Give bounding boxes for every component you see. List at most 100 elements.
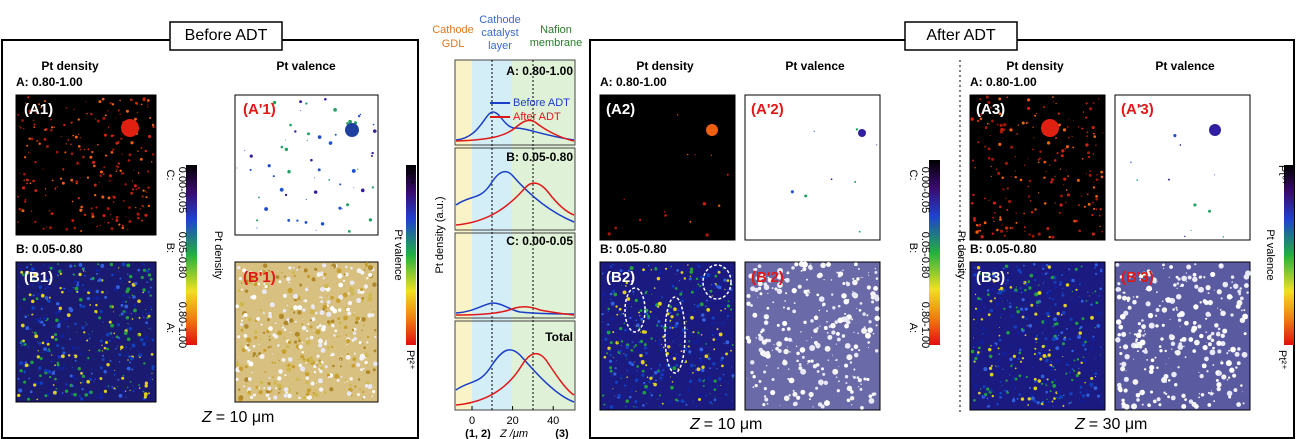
speck xyxy=(1184,398,1187,401)
speck xyxy=(642,404,645,407)
speck xyxy=(696,278,698,280)
speck xyxy=(720,323,721,324)
speck xyxy=(1043,106,1045,108)
speck xyxy=(49,297,51,299)
speck xyxy=(790,378,793,381)
speck xyxy=(17,221,18,222)
speck xyxy=(1009,358,1012,361)
z-label: Z= 10 μm xyxy=(201,409,274,426)
speck xyxy=(327,295,329,297)
speck xyxy=(1214,290,1215,291)
speck xyxy=(1166,382,1167,383)
speck xyxy=(1144,330,1145,331)
speck xyxy=(1133,359,1134,360)
speck xyxy=(357,169,358,170)
speck xyxy=(130,192,133,195)
speck xyxy=(347,391,352,396)
speck xyxy=(816,327,818,329)
speck xyxy=(101,345,102,346)
speck xyxy=(612,264,614,266)
speck xyxy=(88,333,90,335)
speck xyxy=(27,398,30,401)
speck xyxy=(1089,174,1092,177)
speck xyxy=(307,395,312,400)
speck xyxy=(1129,332,1130,333)
speck xyxy=(1078,204,1080,206)
speck xyxy=(125,290,129,294)
speck xyxy=(1085,389,1088,392)
speck xyxy=(1060,169,1061,170)
speck xyxy=(121,134,122,135)
speck xyxy=(824,381,828,385)
speck xyxy=(250,169,252,171)
speck xyxy=(83,270,84,271)
speck xyxy=(110,214,111,215)
speck xyxy=(1199,374,1203,378)
speck xyxy=(670,320,672,322)
speck xyxy=(1099,226,1100,227)
speck xyxy=(84,267,86,269)
speck xyxy=(625,406,626,407)
speck xyxy=(1030,200,1032,202)
speck xyxy=(972,194,974,196)
speck xyxy=(1025,308,1028,311)
speck xyxy=(1000,313,1002,315)
speck xyxy=(619,350,622,353)
speck xyxy=(253,309,254,310)
speck xyxy=(1229,368,1234,373)
colorbar-label: A: xyxy=(907,323,919,333)
speck xyxy=(640,318,643,321)
speck xyxy=(1181,276,1187,282)
speck xyxy=(851,318,853,320)
speck xyxy=(1171,396,1176,401)
speck xyxy=(258,197,260,199)
speck xyxy=(134,366,136,368)
speck xyxy=(329,387,333,391)
speck xyxy=(1030,393,1034,397)
speck xyxy=(139,387,141,389)
speck xyxy=(293,384,294,385)
speck xyxy=(854,353,859,358)
speck xyxy=(302,289,303,290)
speck xyxy=(636,324,639,327)
speck xyxy=(146,281,148,283)
speck xyxy=(115,117,116,118)
speck xyxy=(1093,186,1095,188)
speck xyxy=(25,199,27,201)
speck xyxy=(694,342,697,345)
speck xyxy=(104,375,105,376)
speck xyxy=(373,311,374,312)
speck xyxy=(368,297,373,302)
speck xyxy=(1055,322,1058,325)
speck xyxy=(689,380,692,383)
colorbar-label: 0.80-1.00 xyxy=(176,302,188,348)
row-label: B: 0.05-0.80 xyxy=(600,242,667,256)
speck xyxy=(1214,323,1219,328)
speck xyxy=(99,393,103,397)
speck xyxy=(766,365,767,366)
speck xyxy=(838,380,840,382)
speck xyxy=(81,388,83,390)
speck xyxy=(808,392,813,397)
column-title: Pt valence xyxy=(785,59,845,73)
speck xyxy=(607,323,609,325)
speck xyxy=(75,136,78,139)
speck xyxy=(672,327,674,329)
speck xyxy=(343,316,348,321)
speck xyxy=(706,299,708,301)
speck xyxy=(821,405,825,409)
speck xyxy=(679,357,680,358)
speck xyxy=(127,359,129,361)
speck xyxy=(698,398,701,401)
speck xyxy=(767,339,771,343)
speck xyxy=(1171,342,1175,346)
speck xyxy=(807,360,810,363)
speck xyxy=(661,344,662,345)
speck xyxy=(1061,149,1064,152)
speck xyxy=(38,342,41,345)
speck xyxy=(1068,119,1069,120)
speck xyxy=(47,299,51,303)
speck xyxy=(657,341,661,345)
speck xyxy=(76,162,79,165)
speck xyxy=(372,390,375,393)
